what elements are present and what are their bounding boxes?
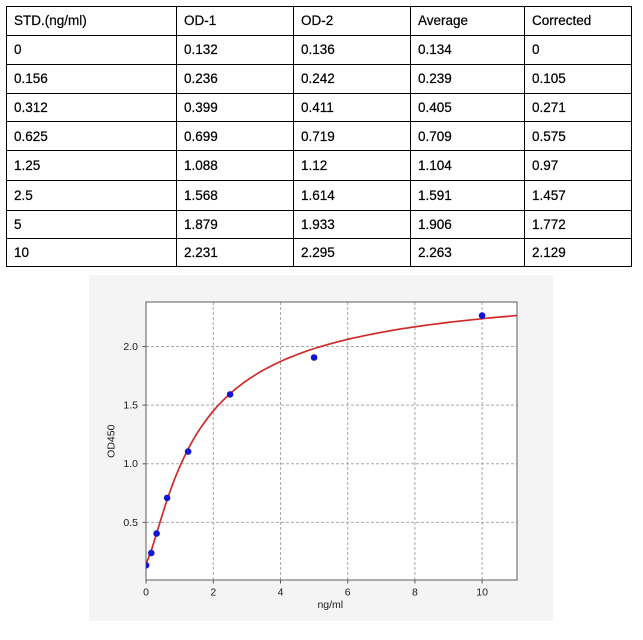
svg-text:2: 2	[210, 587, 216, 599]
svg-text:0.5: 0.5	[123, 517, 138, 529]
svg-text:OD450: OD450	[106, 424, 118, 457]
svg-text:1.0: 1.0	[123, 458, 138, 470]
svg-text:2.0: 2.0	[123, 341, 138, 353]
svg-text:0: 0	[143, 587, 149, 599]
svg-text:6: 6	[345, 587, 351, 599]
svg-text:4: 4	[278, 587, 284, 599]
svg-text:10: 10	[476, 587, 488, 599]
svg-text:ng/ml: ng/ml	[317, 599, 343, 611]
svg-text:1.5: 1.5	[123, 400, 138, 412]
svg-text:8: 8	[412, 587, 418, 599]
